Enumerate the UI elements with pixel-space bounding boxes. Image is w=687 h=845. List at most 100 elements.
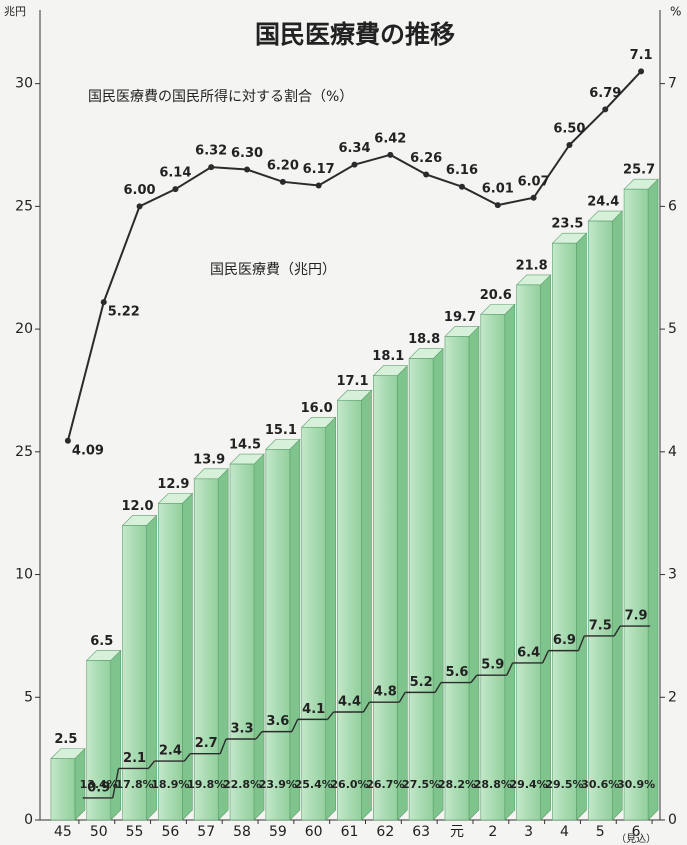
step-value-label: 4.1 bbox=[302, 702, 325, 717]
bar-series-label: 国民医療費（兆円） bbox=[210, 261, 336, 278]
step-connector bbox=[398, 692, 406, 703]
y2-tick-label: 6 bbox=[668, 198, 677, 214]
bar-side bbox=[110, 649, 122, 821]
bar-value-label: 6.5 bbox=[90, 634, 113, 649]
step-value-label: 3.6 bbox=[266, 714, 289, 729]
line-value-label: 6.17 bbox=[303, 162, 335, 177]
bar bbox=[158, 503, 183, 821]
bar-value-label: 14.5 bbox=[229, 438, 261, 453]
bar-side bbox=[146, 514, 157, 821]
bar-side bbox=[576, 232, 587, 821]
x-tick-label: 60 bbox=[305, 824, 323, 840]
line-value-label: 6.14 bbox=[159, 166, 191, 181]
line-point bbox=[244, 166, 251, 173]
step-value-label: 4.4 bbox=[338, 695, 361, 710]
line-point bbox=[208, 164, 215, 171]
bar-side bbox=[217, 468, 229, 821]
bar bbox=[587, 220, 613, 821]
step-value-label: 3.3 bbox=[231, 722, 254, 737]
x-tick-label: 62 bbox=[376, 824, 394, 840]
bar-side bbox=[468, 325, 480, 821]
step-value-label: 2.4 bbox=[159, 744, 182, 759]
share-label: 28.2% bbox=[438, 778, 476, 791]
share-label: 26.0% bbox=[330, 778, 368, 791]
step-value-label: 2.7 bbox=[195, 736, 218, 751]
line-point bbox=[387, 151, 394, 158]
step-value-label: 0.9 bbox=[87, 780, 110, 795]
share-label: 18.9% bbox=[151, 778, 189, 791]
share-label: 29.4% bbox=[510, 778, 548, 791]
x-tick-label: 58 bbox=[233, 824, 251, 840]
line-point bbox=[351, 161, 358, 168]
step-connector bbox=[219, 738, 227, 754]
line-point bbox=[136, 203, 143, 210]
bar-value-label: 19.7 bbox=[444, 310, 476, 325]
y2-tick-label: 4 bbox=[668, 444, 677, 460]
bar bbox=[480, 314, 506, 821]
line-value-label: 6.34 bbox=[338, 141, 370, 156]
step-connector bbox=[255, 731, 263, 740]
bar bbox=[122, 525, 147, 821]
line-value-label: 5.22 bbox=[108, 305, 140, 320]
y-tick-label: 25 bbox=[15, 198, 33, 214]
y-axis-label: 兆円 bbox=[4, 5, 26, 18]
y-tick-label: 25 bbox=[15, 444, 33, 460]
step-connector bbox=[148, 760, 155, 769]
bar-value-label: 2.5 bbox=[54, 732, 77, 747]
step-connector bbox=[327, 711, 335, 720]
bar bbox=[86, 660, 112, 821]
line-point bbox=[100, 299, 107, 306]
bar-value-label: 17.1 bbox=[336, 374, 368, 389]
line-value-label: 6.30 bbox=[231, 146, 263, 161]
x-tick-label: 3 bbox=[524, 824, 533, 840]
bar-side bbox=[182, 492, 193, 821]
y-tick-label: 10 bbox=[15, 567, 33, 583]
y-tick-label: 20 bbox=[15, 321, 33, 337]
x-tick-label: 55 bbox=[126, 824, 144, 840]
x-tick-label: 56 bbox=[161, 824, 179, 840]
step-connector bbox=[541, 650, 550, 664]
y-tick-label: 5 bbox=[24, 689, 33, 705]
y-tick-label: 0 bbox=[24, 812, 33, 828]
line-value-label: 6.00 bbox=[124, 183, 156, 198]
bar-side bbox=[397, 365, 408, 821]
x-tick-label: 4 bbox=[560, 824, 569, 840]
share-label: 30.9% bbox=[617, 778, 655, 791]
share-label: 23.9% bbox=[259, 778, 297, 791]
step-value-label: 5.2 bbox=[410, 675, 433, 690]
x-tick-label: 6 bbox=[632, 824, 641, 840]
bar-side bbox=[611, 210, 623, 821]
bar-side bbox=[432, 347, 444, 821]
bar-value-label: 23.5 bbox=[551, 217, 583, 232]
line-value-label: 6.42 bbox=[374, 131, 406, 146]
bar-value-label: 13.9 bbox=[193, 452, 225, 467]
x-tick-label: 2 bbox=[488, 824, 497, 840]
x-tick-label: 61 bbox=[341, 824, 359, 840]
x-tick-label: 45 bbox=[54, 824, 72, 840]
x-tick-label: 59 bbox=[269, 824, 287, 840]
bar bbox=[373, 375, 398, 821]
step-value-label: 5.6 bbox=[445, 665, 468, 680]
bar bbox=[516, 284, 541, 821]
bar-value-label: 25.7 bbox=[623, 163, 655, 178]
share-label: 22.8% bbox=[223, 778, 261, 791]
line-point bbox=[64, 437, 71, 444]
line-value-label: 6.79 bbox=[589, 86, 621, 101]
line-value-label: 7.1 bbox=[630, 48, 653, 63]
line-point bbox=[423, 171, 430, 178]
x-tick-label: 57 bbox=[197, 824, 215, 840]
bar bbox=[337, 399, 362, 821]
share-label: 27.5% bbox=[402, 778, 440, 791]
line-value-label: 6.20 bbox=[267, 158, 299, 173]
step-value-label: 5.9 bbox=[481, 658, 504, 673]
x-tick-label: 元 bbox=[450, 824, 464, 840]
x-tick-label: 50 bbox=[90, 824, 108, 840]
line-series-label: 国民医療費の国民所得に対する割合（%） bbox=[88, 88, 353, 105]
step-value-label: 6.9 bbox=[553, 633, 576, 648]
line-value-label: 4.09 bbox=[72, 443, 104, 458]
y2-tick-label: 5 bbox=[668, 321, 677, 337]
bar-side bbox=[325, 416, 336, 821]
step-connector bbox=[112, 768, 120, 799]
bar bbox=[50, 758, 76, 821]
